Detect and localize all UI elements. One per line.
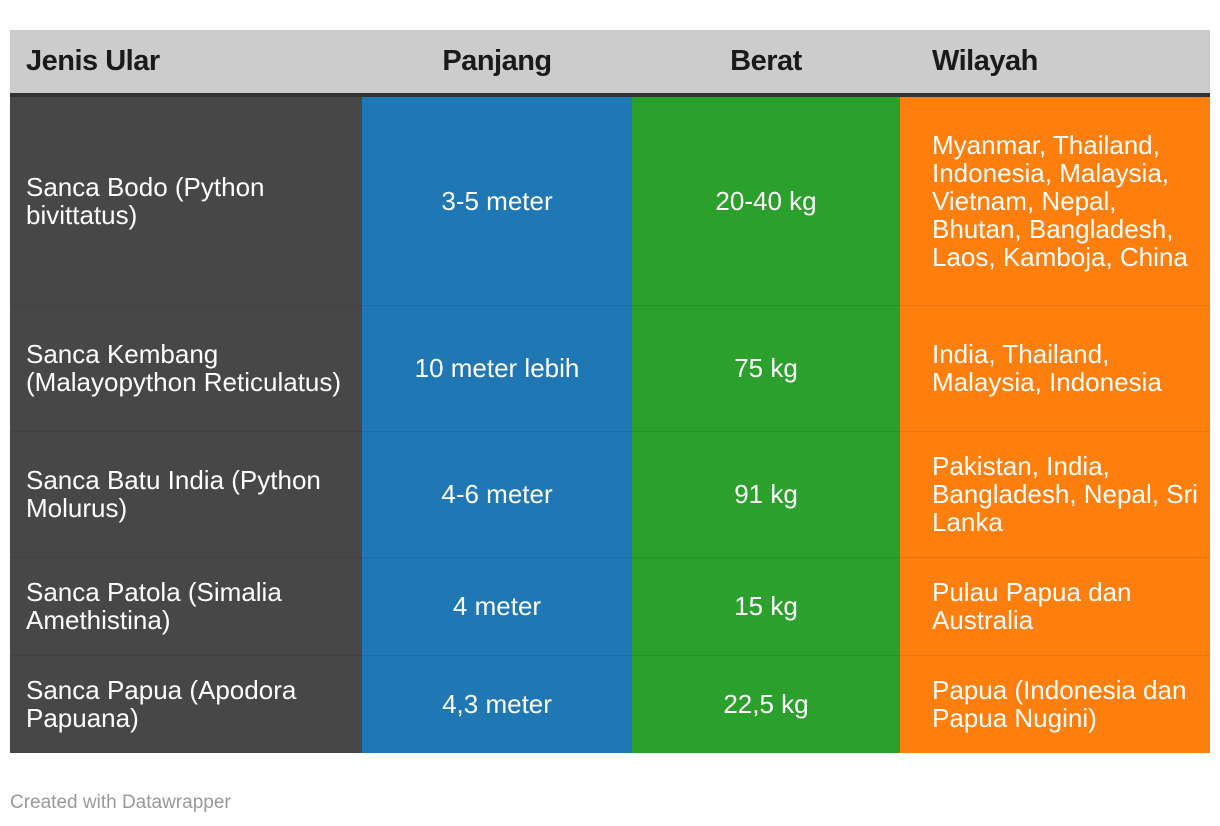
- cell-berat: 91 kg: [632, 430, 900, 557]
- column-header-berat[interactable]: Berat: [632, 30, 900, 97]
- table-body: Sanca Bodo (Python bivittatus) 3-5 meter…: [10, 95, 1210, 753]
- cell-berat: 22,5 kg: [632, 654, 900, 753]
- cell-berat: 20-40 kg: [632, 95, 900, 305]
- header-row: Jenis Ular Panjang Berat Wilayah: [10, 30, 1210, 97]
- data-table-container: Jenis Ular Panjang Berat Wilayah Sanca B…: [10, 30, 1210, 753]
- column-header-wilayah[interactable]: Wilayah: [900, 30, 1210, 97]
- cell-jenis: Sanca Papua (Apodora Papuana): [10, 654, 362, 753]
- cell-jenis: Sanca Patola (Simalia Amethistina): [10, 556, 362, 655]
- table-row: Sanca Batu India (Python Molurus) 4-6 me…: [10, 430, 1210, 557]
- cell-panjang: 4,3 meter: [362, 654, 632, 753]
- snake-table: Jenis Ular Panjang Berat Wilayah Sanca B…: [10, 30, 1210, 753]
- column-header-jenis[interactable]: Jenis Ular: [10, 30, 362, 97]
- cell-panjang: 10 meter lebih: [362, 304, 632, 431]
- table-row: Sanca Kembang (Malayopython Reticulatus)…: [10, 304, 1210, 431]
- cell-panjang: 4-6 meter: [362, 430, 632, 557]
- cell-jenis: Sanca Bodo (Python bivittatus): [10, 95, 362, 305]
- table-row: Sanca Papua (Apodora Papuana) 4,3 meter …: [10, 654, 1210, 753]
- cell-wilayah: Papua (Indonesia dan Papua Nugini): [900, 654, 1210, 753]
- cell-jenis: Sanca Kembang (Malayopython Reticulatus): [10, 304, 362, 431]
- table-row: Sanca Patola (Simalia Amethistina) 4 met…: [10, 556, 1210, 655]
- table-row: Sanca Bodo (Python bivittatus) 3-5 meter…: [10, 95, 1210, 305]
- cell-panjang: 4 meter: [362, 556, 632, 655]
- table-header: Jenis Ular Panjang Berat Wilayah: [10, 30, 1210, 97]
- cell-berat: 75 kg: [632, 304, 900, 431]
- cell-wilayah: Myanmar, Thailand, Indonesia, Malaysia, …: [900, 95, 1210, 305]
- cell-wilayah: Pulau Papua dan Australia: [900, 556, 1210, 655]
- cell-jenis: Sanca Batu India (Python Molurus): [10, 430, 362, 557]
- credit-footer[interactable]: Created with Datawrapper: [10, 792, 231, 813]
- cell-wilayah: Pakistan, India, Bangladesh, Nepal, Sri …: [900, 430, 1210, 557]
- cell-panjang: 3-5 meter: [362, 95, 632, 305]
- cell-wilayah: India, Thailand, Malaysia, Indonesia: [900, 304, 1210, 431]
- column-header-panjang[interactable]: Panjang: [362, 30, 632, 97]
- cell-berat: 15 kg: [632, 556, 900, 655]
